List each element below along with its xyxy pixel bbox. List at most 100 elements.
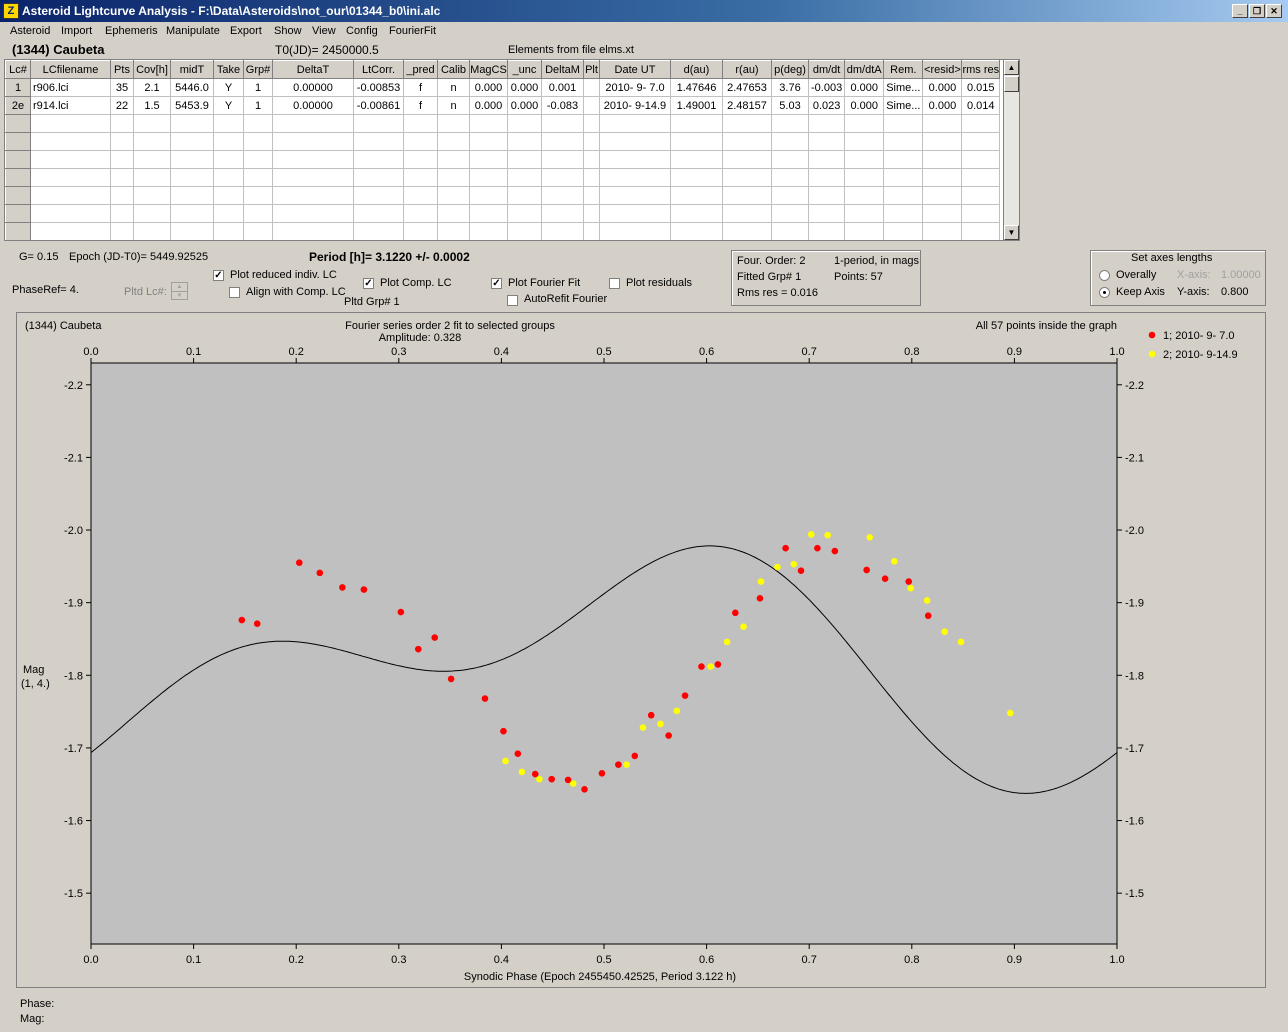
table-cell[interactable] [437,204,470,223]
scroll-up-icon[interactable]: ▲ [1004,60,1019,75]
column-header[interactable]: d(au) [670,60,723,79]
table-cell[interactable] [272,150,354,169]
table-cell[interactable] [30,186,111,205]
table-cell[interactable] [922,132,963,151]
table-cell[interactable] [30,204,111,223]
table-cell[interactable]: 5446.0 [170,78,214,97]
row-header[interactable] [5,186,31,205]
table-cell[interactable] [469,132,508,151]
column-header[interactable]: Rem. [883,60,924,79]
table-cell[interactable] [541,222,584,240]
table-cell[interactable] [844,186,885,205]
table-cell[interactable] [541,168,584,187]
table-cell[interactable]: 1 [243,96,273,115]
table-cell[interactable] [213,132,244,151]
table-cell[interactable] [272,222,354,240]
table-cell[interactable] [961,222,1001,240]
table-cell[interactable] [507,186,542,205]
row-header[interactable] [5,204,31,223]
table-cell[interactable] [922,186,963,205]
menu-asteroid[interactable]: Asteroid [10,25,51,37]
table-cell[interactable] [922,222,963,240]
table-cell[interactable]: 0.00000 [272,96,354,115]
row-header[interactable] [5,132,31,151]
column-header[interactable]: r(au) [722,60,772,79]
row-header[interactable] [5,168,31,187]
table-cell[interactable] [507,204,542,223]
lightcurve-table[interactable]: Lc# LCfilename Pts Cov[h] midT Take Grp# DeltaT… [4,59,1004,241]
table-cell[interactable] [922,114,963,133]
table-cell[interactable] [403,132,438,151]
column-header[interactable]: Pts [110,60,134,79]
table-cell[interactable] [469,150,508,169]
table-cell[interactable] [133,222,171,240]
table-cell[interactable]: 0.000 [469,96,508,115]
table-cell[interactable] [771,186,809,205]
table-cell[interactable] [469,204,508,223]
table-cell[interactable] [599,150,671,169]
table-cell[interactable] [469,114,508,133]
table-cell[interactable] [437,186,470,205]
menu-view[interactable]: View [312,25,336,37]
table-cell[interactable] [507,132,542,151]
table-cell[interactable]: -0.003 [807,78,846,97]
table-cell[interactable] [844,150,885,169]
table-cell[interactable] [353,150,404,169]
table-cell[interactable]: 5453.9 [170,96,214,115]
table-cell[interactable]: 0.015 [961,78,1001,97]
table-cell[interactable] [110,204,134,223]
table-cell[interactable] [437,132,470,151]
table-cell[interactable] [243,168,273,187]
table-cell[interactable]: 1 [243,78,273,97]
table-cell[interactable] [272,132,354,151]
table-cell[interactable] [170,168,214,187]
column-header[interactable]: LtCorr. [353,60,404,79]
row-header[interactable] [5,222,31,240]
table-cell[interactable] [583,168,600,187]
table-cell[interactable]: Y [213,78,244,97]
table-cell[interactable] [599,222,671,240]
column-header[interactable]: Calib [437,60,470,79]
table-cell[interactable] [583,186,600,205]
table-cell[interactable] [170,204,214,223]
table-cell[interactable] [30,132,111,151]
table-cell[interactable] [771,222,809,240]
table-cell[interactable] [883,222,924,240]
table-cell[interactable] [583,96,600,115]
table-cell[interactable] [213,150,244,169]
table-cell[interactable] [272,114,354,133]
table-cell[interactable] [961,150,1001,169]
column-header[interactable]: midT [170,60,214,79]
menu-export[interactable]: Export [230,25,262,37]
align-comp-checkbox[interactable] [229,287,240,298]
table-cell[interactable]: 1.47646 [670,78,723,97]
plot-fourier-checkbox[interactable]: ✓ [491,278,502,289]
table-cell[interactable] [170,186,214,205]
table-cell[interactable] [807,132,846,151]
table-cell[interactable] [599,186,671,205]
table-cell[interactable]: f [403,96,438,115]
table-cell[interactable] [583,222,600,240]
column-header[interactable]: rms res [961,60,1001,79]
table-cell[interactable] [961,168,1001,187]
table-cell[interactable] [469,222,508,240]
table-cell[interactable] [670,186,723,205]
plot-panel[interactable]: (1344) Caubeta Fourier series order 2 fi… [16,312,1266,988]
table-cell[interactable] [213,186,244,205]
table-cell[interactable] [437,222,470,240]
table-cell[interactable] [961,204,1001,223]
table-cell[interactable] [110,186,134,205]
table-cell[interactable] [844,114,885,133]
menu-fourierfit[interactable]: FourierFit [389,25,437,37]
table-cell[interactable] [844,132,885,151]
table-cell[interactable]: r906.lci [30,78,111,97]
table-cell[interactable] [807,222,846,240]
table-cell[interactable] [437,150,470,169]
table-cell[interactable] [807,114,846,133]
table-cell[interactable]: 0.001 [541,78,584,97]
table-cell[interactable] [771,168,809,187]
table-cell[interactable]: 1.49001 [670,96,723,115]
table-cell[interactable] [883,168,924,187]
column-header[interactable]: _pred [403,60,438,79]
table-cell[interactable] [541,150,584,169]
